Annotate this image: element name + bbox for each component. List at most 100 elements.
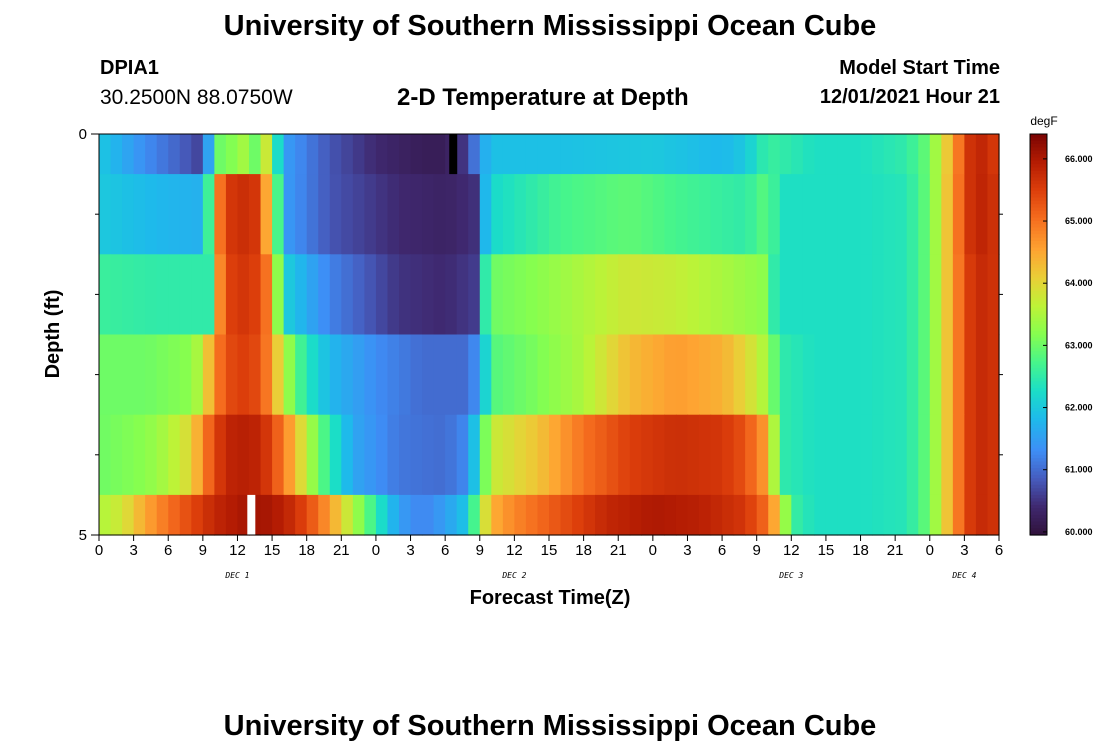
heatmap-cell — [260, 174, 273, 255]
heatmap-cell — [318, 414, 331, 496]
heatmap-cell — [629, 334, 642, 416]
heatmap-cell — [387, 174, 400, 255]
heatmap-cell — [583, 414, 596, 496]
colorbar-band — [1030, 454, 1047, 459]
heatmap-cell — [399, 134, 412, 175]
heatmap-cell — [214, 174, 227, 255]
colorbar-band — [1030, 337, 1047, 342]
colorbar-band — [1030, 174, 1047, 179]
heatmap-cell — [422, 414, 435, 496]
heatmap-cell — [549, 414, 562, 496]
colorbar-band — [1030, 277, 1047, 282]
heatmap-cell — [802, 254, 815, 336]
heatmap-cell — [179, 134, 192, 175]
colorbar-band — [1030, 491, 1047, 496]
heatmap-cell — [675, 174, 689, 255]
colorbar-band — [1030, 387, 1047, 392]
colorbar-band — [1030, 311, 1047, 316]
heatmap-cell — [468, 174, 481, 255]
heatmap-cell — [399, 494, 412, 536]
heatmap-cell — [918, 134, 931, 175]
x-tick-label: 18 — [852, 542, 869, 559]
heatmap-cell — [249, 174, 262, 255]
heatmap-cell — [260, 334, 273, 416]
colorbar-band — [1030, 331, 1047, 336]
heatmap-cell — [710, 494, 723, 536]
heatmap-cell — [422, 174, 435, 255]
heatmap-cell — [745, 254, 758, 336]
colorbar-band — [1030, 474, 1047, 479]
heatmap-cell — [318, 134, 331, 175]
heatmap-cell — [491, 254, 504, 336]
colorbar-band — [1030, 431, 1047, 436]
heatmap-cell — [479, 174, 492, 255]
heatmap-cell — [525, 174, 539, 255]
heatmap-cell — [110, 494, 123, 536]
colorbar-band — [1030, 377, 1047, 382]
x-tick-label: 18 — [298, 542, 315, 559]
heatmap-cell — [502, 494, 515, 536]
heatmap-cell — [849, 174, 862, 255]
heatmap-cell — [802, 134, 815, 175]
heatmap-cell — [468, 134, 481, 175]
heatmap-cell — [99, 134, 112, 175]
heatmap-cell — [145, 494, 158, 536]
heatmap-cell — [572, 334, 585, 416]
colorbar-tick-label: 66.000 — [1065, 154, 1093, 164]
colorbar-band — [1030, 484, 1047, 489]
heatmap-cell — [549, 134, 562, 175]
heatmap-cell — [352, 414, 365, 496]
heatmap-cell — [341, 334, 354, 416]
heatmap-cell — [433, 334, 446, 416]
heatmap-cell — [606, 414, 619, 496]
heatmap-cell — [699, 134, 712, 175]
heatmap-cell — [110, 134, 123, 175]
heatmap-cell — [791, 414, 804, 496]
heatmap-cell — [987, 494, 1000, 536]
x-tick-label: 3 — [683, 542, 691, 559]
heatmap-cell — [745, 174, 758, 255]
heatmap-cell — [352, 134, 365, 175]
colorbar-gradient — [1030, 134, 1047, 536]
colorbar-band — [1030, 434, 1047, 439]
heatmap-cell — [756, 494, 769, 536]
colorbar-band — [1030, 364, 1047, 369]
heatmap-cell — [964, 414, 977, 496]
heatmap-cell — [849, 134, 862, 175]
x-tick-label: 12 — [229, 542, 246, 559]
heatmap-cell — [202, 334, 215, 416]
heatmap-cell — [929, 254, 942, 336]
colorbar-band — [1030, 421, 1047, 426]
heatmap-cell — [318, 254, 331, 336]
heatmap-cell — [387, 254, 400, 336]
heatmap-cell — [479, 494, 492, 536]
colorbar-band — [1030, 264, 1047, 269]
heatmap-cell — [410, 174, 423, 255]
heatmap-cell — [883, 134, 896, 175]
heatmap-cell — [468, 494, 481, 536]
heatmap-cell — [606, 174, 619, 255]
heatmap-cell — [318, 334, 331, 416]
heatmap-cell — [202, 254, 215, 336]
heatmap-cell — [987, 414, 1000, 496]
heatmap-cell — [191, 174, 204, 255]
heatmap-cell — [272, 334, 285, 416]
heatmap-cell — [664, 254, 677, 336]
missing-data-marker — [449, 134, 458, 175]
missing-data-markers — [247, 134, 458, 535]
colorbar-band — [1030, 167, 1047, 172]
heatmap-cell — [156, 254, 169, 336]
x-tick-label: 0 — [95, 542, 103, 559]
heatmap-cell — [156, 414, 169, 496]
heatmap-cell — [237, 494, 250, 536]
heatmap-cell — [849, 494, 862, 536]
heatmap-cell — [133, 254, 146, 336]
heatmap-cell — [110, 174, 123, 255]
colorbar-band — [1030, 391, 1047, 396]
heatmap-cell — [514, 174, 527, 255]
colorbar-band — [1030, 494, 1047, 499]
heatmap-cell — [399, 414, 412, 496]
heatmap-cell — [168, 174, 181, 255]
heatmap-cell — [710, 134, 723, 175]
heatmap-cell — [652, 334, 665, 416]
